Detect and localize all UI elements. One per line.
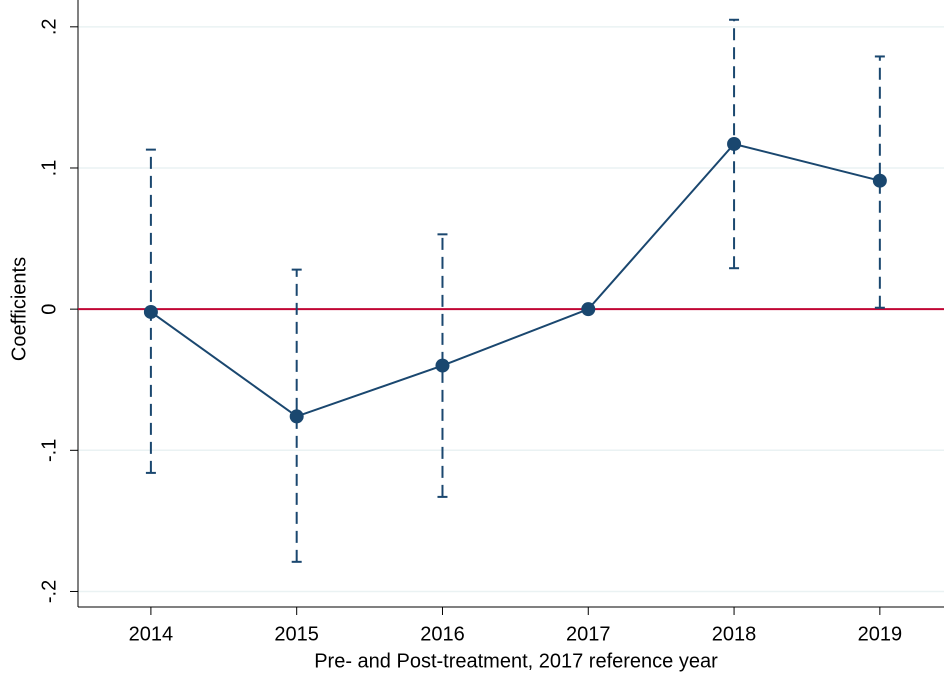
y-axis-title: Coefficients — [8, 257, 30, 361]
y-tick-label: 0 — [38, 304, 60, 315]
y-tick-label: .1 — [38, 160, 60, 177]
data-point — [289, 409, 304, 424]
x-axis-title: Pre- and Post-treatment, 2017 reference … — [314, 650, 718, 672]
y-tick-label: .2 — [38, 18, 60, 35]
data-point — [727, 136, 742, 151]
x-tick-label: 2019 — [858, 623, 903, 645]
y-tick-label: -.2 — [38, 580, 60, 603]
data-point — [872, 173, 887, 188]
x-tick-label: 2018 — [712, 623, 757, 645]
x-tick-label: 2015 — [274, 623, 319, 645]
data-point — [435, 358, 450, 373]
data-line — [150, 142, 881, 418]
x-tick-label: 2017 — [566, 623, 611, 645]
data-point — [581, 302, 596, 317]
y-tick-label: -.1 — [38, 439, 60, 462]
x-tick-label: 2014 — [129, 623, 174, 645]
data-point — [143, 304, 158, 319]
x-tick-label: 2016 — [420, 623, 465, 645]
